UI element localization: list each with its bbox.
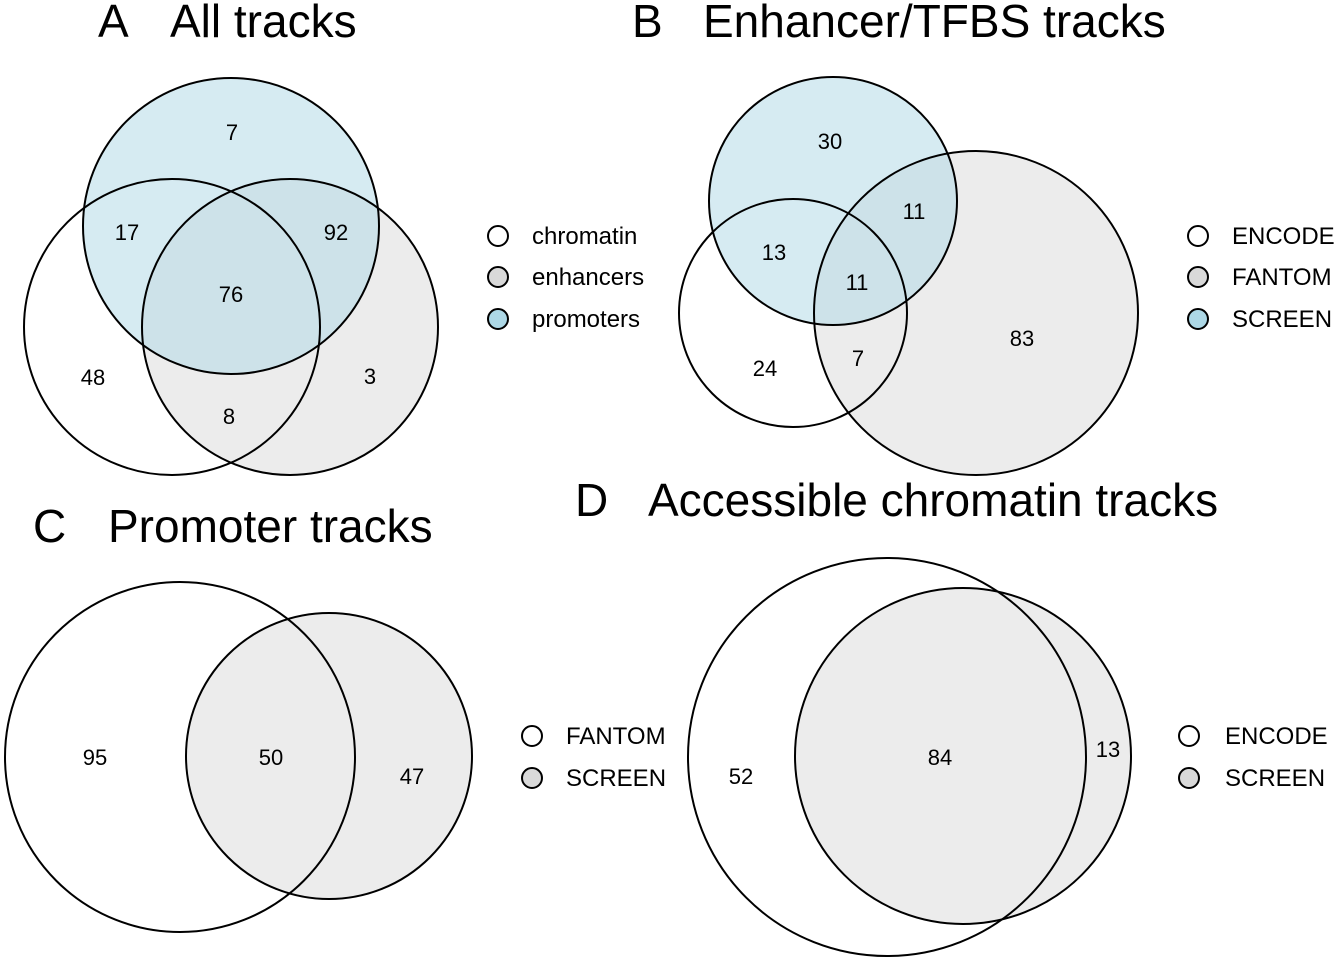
panel-c-letter: C bbox=[33, 500, 66, 552]
legend-d-label-encode: ENCODE bbox=[1225, 723, 1328, 750]
venn-c-count-fantom-only: 95 bbox=[83, 745, 107, 770]
legend-d: ENCODE SCREEN bbox=[1178, 723, 1328, 792]
legend-c-swatch-screen bbox=[521, 767, 543, 789]
venn-a-outline-enhancers bbox=[141, 178, 439, 476]
panel-c-title: Promoter tracks bbox=[108, 500, 433, 552]
venn-d-outline-screen bbox=[794, 587, 1132, 925]
venn-b-count-all-three: 11 bbox=[846, 270, 869, 295]
panel-c: C Promoter tracks 95 50 47 FANTOM SCREEN bbox=[4, 500, 666, 933]
venn-d-circle-screen bbox=[795, 588, 1131, 924]
venn-b: 30 11 13 11 24 7 83 bbox=[678, 76, 1139, 476]
legend-c-label-screen: SCREEN bbox=[566, 765, 666, 792]
venn-b-count-encode-screen: 13 bbox=[762, 240, 786, 265]
venn-a-circle-promoters bbox=[83, 78, 379, 374]
venn-c-count-fantom-screen: 50 bbox=[259, 745, 283, 770]
venn-d-count-screen-only: 13 bbox=[1096, 737, 1120, 762]
legend-b-label-screen: SCREEN bbox=[1232, 306, 1332, 333]
legend-d-swatch-encode bbox=[1178, 725, 1200, 747]
legend-d-swatch-screen bbox=[1178, 767, 1200, 789]
panel-a: A All tracks 7 17 92 76 48 3 8 chromatin… bbox=[23, 0, 644, 476]
venn-d-outline-encode bbox=[687, 557, 1087, 957]
venn-a-count-chromatin-enhancers: 8 bbox=[223, 404, 235, 429]
venn-a-count-promoters-only: 7 bbox=[226, 120, 238, 145]
legend-b-swatch-screen bbox=[1187, 308, 1209, 330]
venn-b-count-fantom-screen: 11 bbox=[903, 199, 926, 224]
venn-a-count-all-three: 76 bbox=[219, 282, 243, 307]
legend-a: chromatin enhancers promoters bbox=[487, 223, 644, 333]
venn-b-count-encode-only: 24 bbox=[753, 356, 777, 381]
legend-c: FANTOM SCREEN bbox=[521, 723, 666, 792]
legend-a-label-enhancers: enhancers bbox=[532, 264, 644, 291]
panel-b: B Enhancer/TFBS tracks 30 11 13 11 24 7 … bbox=[632, 0, 1335, 476]
venn-d-count-encode-only: 52 bbox=[729, 764, 753, 789]
venn-a-count-enhancers-promoters: 92 bbox=[324, 220, 348, 245]
panel-a-letter: A bbox=[98, 0, 129, 47]
venn-c-circle-screen bbox=[186, 613, 472, 899]
panel-b-title: Enhancer/TFBS tracks bbox=[703, 0, 1166, 47]
legend-b-swatch-encode bbox=[1187, 225, 1209, 247]
venn-a-outline-chromatin bbox=[23, 178, 321, 476]
panel-d-letter: D bbox=[575, 474, 608, 526]
venn-c-count-screen-only: 47 bbox=[400, 764, 424, 789]
venn-c-outline-fantom bbox=[4, 581, 356, 933]
legend-c-swatch-fantom bbox=[521, 725, 543, 747]
legend-a-label-chromatin: chromatin bbox=[532, 223, 637, 250]
venn-b-count-fantom-only: 83 bbox=[1010, 326, 1034, 351]
venn-c: 95 50 47 bbox=[4, 581, 473, 933]
panel-d-title: Accessible chromatin tracks bbox=[648, 474, 1218, 526]
venn-b-outline-fantom bbox=[813, 150, 1139, 476]
venn-b-count-screen-only: 30 bbox=[818, 129, 842, 154]
venn-d: 52 84 13 bbox=[687, 557, 1132, 957]
venn-a: 7 17 92 76 48 3 8 bbox=[23, 77, 439, 476]
legend-a-swatch-promoters bbox=[487, 308, 509, 330]
venn-d-count-encode-screen: 84 bbox=[928, 745, 952, 770]
legend-b: ENCODE FANTOM SCREEN bbox=[1187, 223, 1335, 333]
venn-a-outline-promoters bbox=[82, 77, 380, 375]
venn-b-count-encode-fantom: 7 bbox=[852, 346, 864, 371]
venn-c-outline-screen bbox=[185, 612, 473, 900]
venn-a-count-chromatin-promoters: 17 bbox=[115, 220, 139, 245]
panel-b-letter: B bbox=[632, 0, 663, 47]
legend-c-label-fantom: FANTOM bbox=[566, 723, 666, 750]
venn-a-count-chromatin-only: 48 bbox=[81, 365, 105, 390]
venn-a-count-enhancers-only: 3 bbox=[364, 364, 376, 389]
legend-a-swatch-enhancers bbox=[487, 266, 509, 288]
legend-a-swatch-chromatin bbox=[487, 225, 509, 247]
legend-b-swatch-fantom bbox=[1187, 266, 1209, 288]
panel-a-title: All tracks bbox=[170, 0, 357, 47]
legend-b-label-fantom: FANTOM bbox=[1232, 264, 1332, 291]
venn-b-outline-screen bbox=[708, 76, 958, 326]
legend-a-label-promoters: promoters bbox=[532, 306, 640, 333]
legend-d-label-screen: SCREEN bbox=[1225, 765, 1325, 792]
venn-b-outline-encode bbox=[678, 198, 908, 428]
legend-b-label-encode: ENCODE bbox=[1232, 223, 1335, 250]
panel-d: D Accessible chromatin tracks 52 84 13 E… bbox=[575, 474, 1328, 957]
